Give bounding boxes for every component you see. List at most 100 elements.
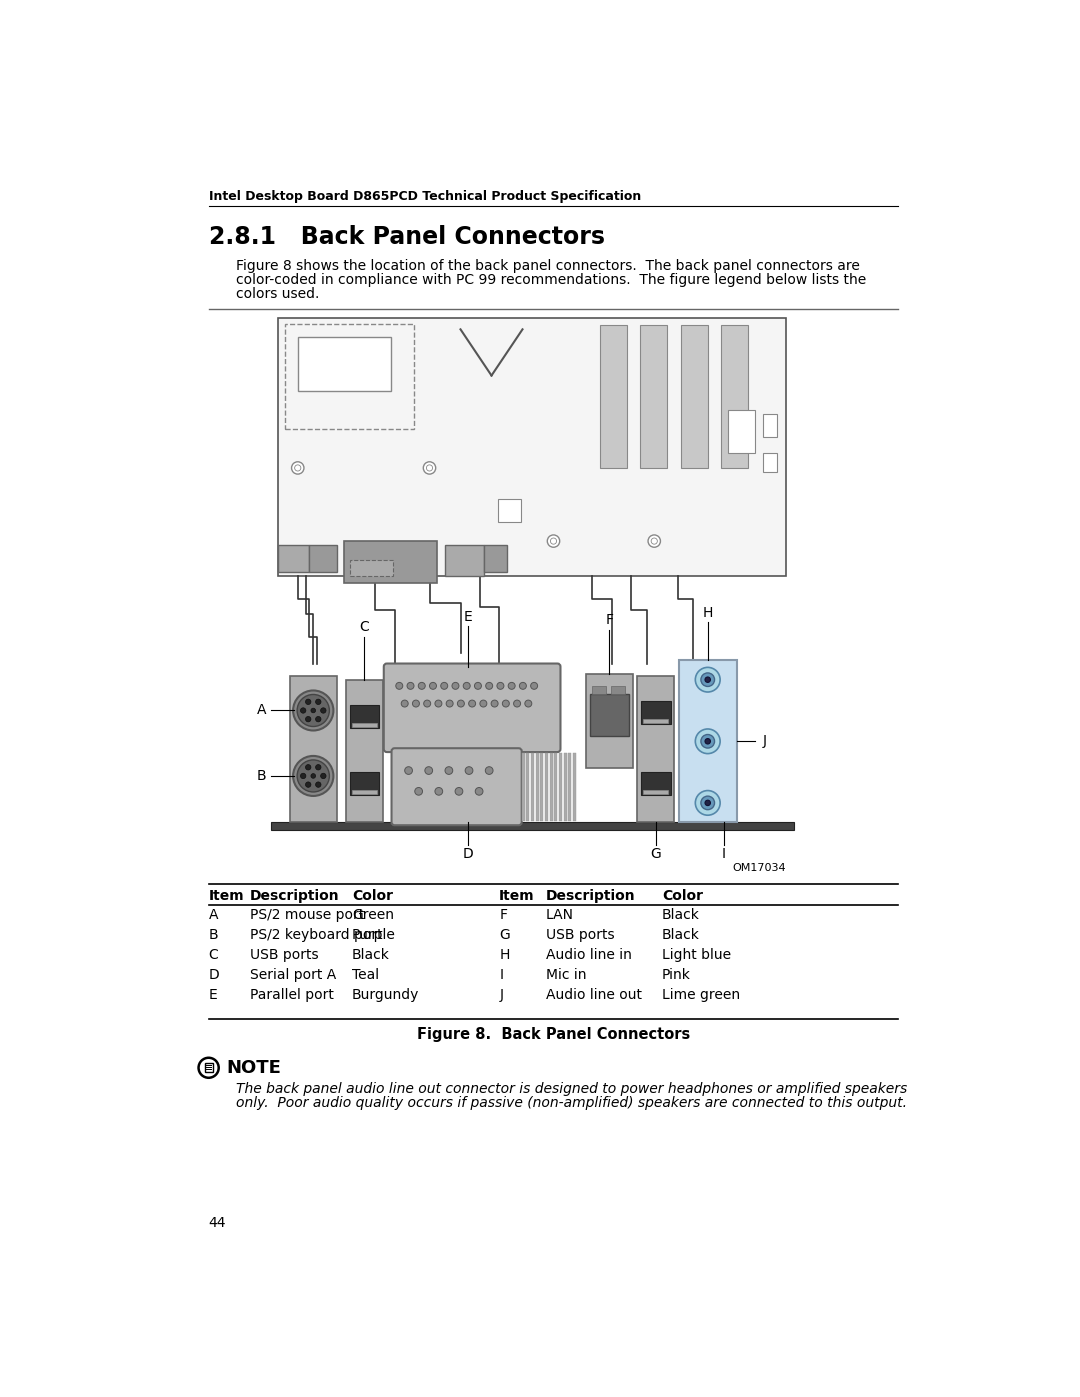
Bar (522, 753, 525, 820)
Text: The back panel audio line out connector is designed to power headphones or ampli: The back panel audio line out connector … (235, 1083, 907, 1097)
Text: Item: Item (208, 888, 244, 902)
Bar (484, 545, 507, 571)
Bar (637, 676, 674, 823)
Text: Color: Color (352, 888, 393, 902)
Circle shape (509, 682, 515, 689)
Circle shape (423, 700, 431, 707)
Circle shape (315, 717, 321, 722)
Text: I: I (723, 848, 726, 862)
Circle shape (306, 764, 311, 770)
Circle shape (415, 788, 422, 795)
Circle shape (514, 700, 521, 707)
Circle shape (486, 682, 492, 689)
Circle shape (497, 682, 504, 689)
Circle shape (293, 690, 334, 731)
Circle shape (696, 791, 720, 816)
Circle shape (315, 782, 321, 788)
Circle shape (701, 796, 715, 810)
Circle shape (480, 700, 487, 707)
Bar (554, 753, 557, 820)
Bar (640, 326, 667, 468)
Text: Black: Black (352, 949, 390, 963)
Bar (531, 753, 535, 820)
Bar (600, 326, 627, 468)
Text: Mic in: Mic in (545, 968, 586, 982)
Text: H: H (499, 949, 510, 963)
Bar (540, 753, 543, 820)
Text: Green: Green (352, 908, 394, 922)
Text: Audio line out: Audio line out (545, 989, 642, 1003)
Text: Description: Description (249, 888, 339, 902)
Text: USB ports: USB ports (249, 949, 319, 963)
Circle shape (530, 682, 538, 689)
Text: A: A (208, 908, 218, 922)
Circle shape (435, 788, 443, 795)
Bar (271, 823, 794, 830)
Text: Audio line in: Audio line in (545, 949, 632, 963)
Bar (642, 701, 671, 725)
Text: Figure 8 shows the location of the back panel connectors.  The back panel connec: Figure 8 shows the location of the back … (235, 260, 860, 274)
Circle shape (648, 535, 661, 548)
Bar (564, 753, 567, 820)
Circle shape (458, 700, 464, 707)
Circle shape (418, 682, 426, 689)
Circle shape (705, 800, 711, 806)
Text: F: F (605, 613, 613, 627)
Bar (352, 789, 377, 793)
Bar (205, 1063, 213, 1073)
Bar (572, 753, 576, 820)
Bar (350, 773, 379, 795)
Text: Purple: Purple (352, 929, 396, 943)
Circle shape (293, 756, 334, 796)
Circle shape (315, 698, 321, 704)
Text: I: I (499, 968, 503, 982)
Circle shape (306, 698, 311, 704)
Text: G: G (499, 929, 510, 943)
Circle shape (705, 678, 711, 682)
Bar (762, 453, 777, 472)
Bar (284, 324, 414, 429)
Text: Teal: Teal (352, 968, 379, 982)
Text: J: J (762, 735, 767, 749)
Text: OM17034: OM17034 (732, 863, 786, 873)
Circle shape (446, 700, 454, 707)
Text: LAN: LAN (545, 908, 573, 922)
Text: Black: Black (662, 908, 700, 922)
Bar (762, 414, 777, 437)
Text: E: E (464, 609, 473, 623)
Text: B: B (257, 768, 266, 782)
Circle shape (548, 535, 559, 548)
Circle shape (701, 735, 715, 747)
Circle shape (395, 682, 403, 689)
Circle shape (705, 739, 711, 745)
Circle shape (295, 465, 301, 471)
Bar (644, 719, 669, 722)
Circle shape (491, 700, 498, 707)
Bar (352, 722, 377, 726)
Circle shape (551, 538, 556, 545)
Bar (642, 773, 671, 795)
Bar (590, 693, 629, 736)
Text: Black: Black (662, 929, 700, 943)
Bar (611, 686, 625, 693)
Circle shape (292, 462, 303, 474)
Circle shape (311, 708, 315, 712)
Circle shape (474, 682, 482, 689)
Text: 2.8.1   Back Panel Connectors: 2.8.1 Back Panel Connectors (208, 225, 605, 249)
Text: B: B (208, 929, 218, 943)
Text: USB ports: USB ports (545, 929, 615, 943)
Bar (279, 317, 786, 576)
Text: Serial port A: Serial port A (249, 968, 336, 982)
Circle shape (485, 767, 494, 774)
Circle shape (423, 462, 435, 474)
Circle shape (297, 760, 329, 792)
Bar (346, 680, 383, 823)
Text: PS/2 keyboard port: PS/2 keyboard port (249, 929, 382, 943)
FancyBboxPatch shape (383, 664, 561, 752)
Circle shape (321, 774, 326, 778)
Bar (526, 753, 529, 820)
Text: D: D (208, 968, 219, 982)
Bar (679, 661, 738, 823)
Circle shape (445, 767, 453, 774)
Text: E: E (208, 989, 217, 1003)
